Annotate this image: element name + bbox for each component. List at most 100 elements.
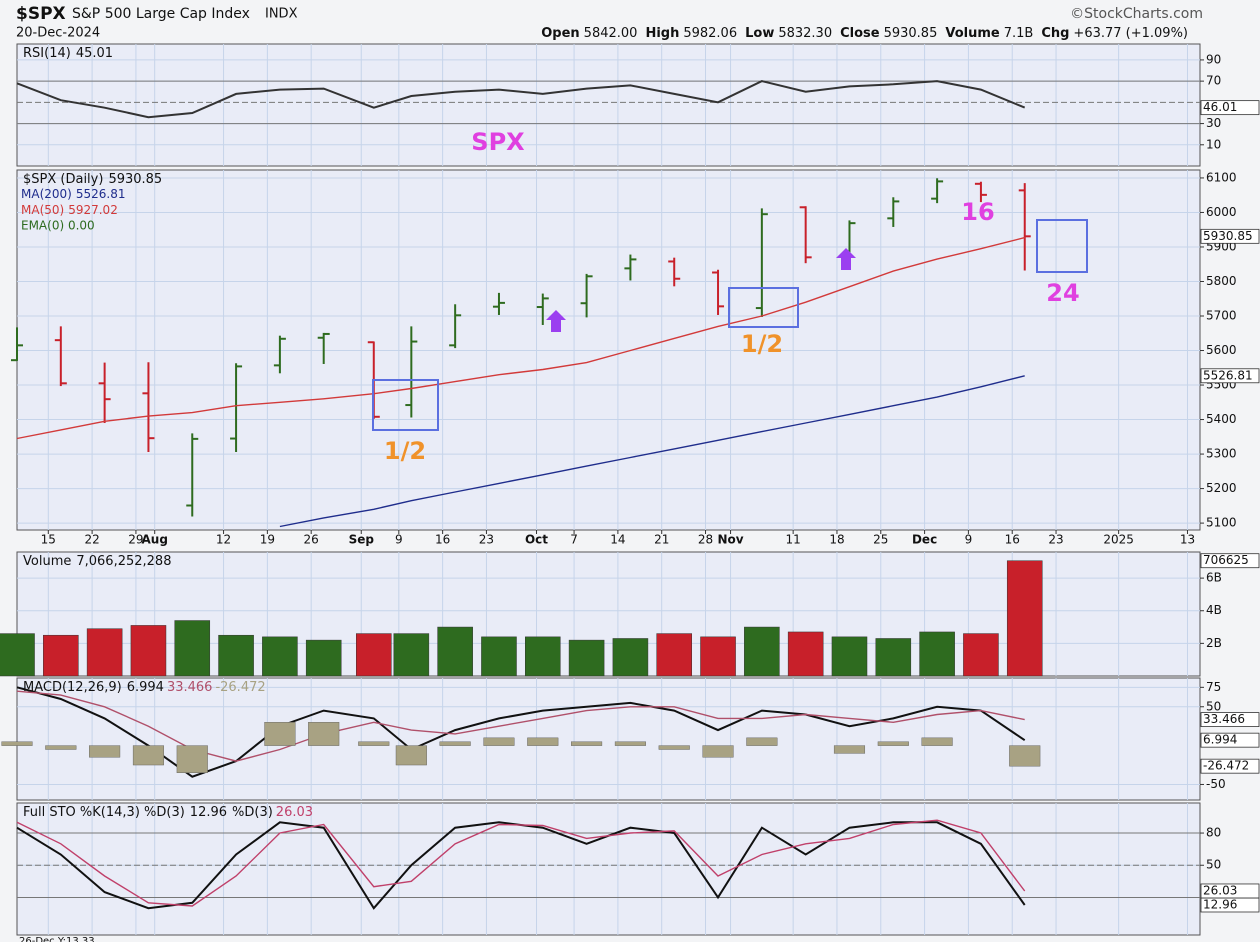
legend-entry: MA(50) 5927.02 bbox=[21, 203, 118, 217]
histogram-bar bbox=[877, 741, 909, 746]
date: 20-Dec-2024 bbox=[16, 26, 100, 41]
x-tick-label: 18 bbox=[829, 533, 844, 547]
last-value-box bbox=[1200, 100, 1260, 116]
panel-title: Volume 7,066,252,288 bbox=[23, 554, 171, 569]
x-tick-label: 23 bbox=[1048, 533, 1063, 547]
symbol: $SPX bbox=[16, 4, 66, 24]
histogram-bar bbox=[132, 745, 164, 766]
legend-name: MA(50) bbox=[21, 203, 64, 217]
series-line bbox=[16, 819, 1026, 907]
y-tick-label: 70 bbox=[1206, 74, 1221, 88]
legend-entry: EMA(0) 0.00 bbox=[21, 219, 95, 233]
panel-title: MACD(12,26,9) 6.994 33.466 -26.472 bbox=[23, 680, 266, 695]
last-value-label: 26.03 bbox=[1203, 883, 1237, 897]
quote-value: 5982.06 bbox=[683, 26, 737, 41]
x-tick-label: Aug bbox=[141, 533, 167, 547]
annotation: SPX bbox=[471, 128, 525, 156]
title-text: $SPX (Daily) bbox=[23, 172, 103, 187]
volume-bar bbox=[481, 636, 517, 677]
x-tick-label: Nov bbox=[718, 533, 744, 547]
volume-bar bbox=[86, 628, 123, 677]
brand: ©StockCharts.com bbox=[1070, 6, 1203, 22]
x-tick-label: 16 bbox=[1005, 533, 1020, 547]
x-tick-label: 16 bbox=[435, 533, 450, 547]
last-value-label: 12.96 bbox=[1203, 897, 1237, 911]
volume-bar bbox=[174, 620, 211, 677]
y-tick-label: 2B bbox=[1206, 636, 1222, 650]
quote-label: High bbox=[645, 26, 679, 41]
panel-title: $SPX (Daily) 5930.85 bbox=[23, 172, 162, 187]
x-tick-label: 21 bbox=[654, 533, 669, 547]
panel-frame bbox=[16, 43, 1201, 167]
y-tick-label: 80 bbox=[1206, 826, 1221, 840]
legend-value: 6.994 bbox=[127, 680, 164, 695]
title-text: MACD(12,26,9) bbox=[23, 680, 122, 695]
histogram-bar bbox=[264, 722, 296, 746]
quote-label: Volume bbox=[945, 26, 1000, 41]
quote-value: +63.77 (+1.09%) bbox=[1073, 26, 1188, 41]
panel-frame bbox=[16, 551, 1201, 677]
y-tick-label: 5200 bbox=[1206, 481, 1237, 495]
histogram-bar bbox=[658, 745, 690, 750]
volume-bar bbox=[525, 636, 561, 677]
legend-value: -26.472 bbox=[215, 680, 265, 695]
panel-frame bbox=[16, 802, 1201, 936]
annotation: 16 bbox=[961, 198, 994, 226]
quote-value: 7.1B bbox=[1004, 26, 1034, 41]
series-line bbox=[16, 80, 1026, 119]
volume-bar bbox=[700, 636, 736, 677]
legend-value: 26.03 bbox=[276, 805, 313, 820]
x-tick-label: 7 bbox=[570, 533, 578, 547]
quote-label: Close bbox=[840, 26, 880, 41]
volume-bar bbox=[130, 625, 167, 677]
legend-name: MA(200) bbox=[21, 187, 72, 201]
last-value-box bbox=[1200, 712, 1260, 727]
volume-bar bbox=[919, 631, 955, 677]
histogram-bar bbox=[308, 722, 340, 746]
annotation: 1/2 bbox=[741, 330, 783, 358]
volume-bar bbox=[568, 639, 605, 677]
x-tick-label: 12 bbox=[216, 533, 231, 547]
highlight-box bbox=[728, 287, 799, 328]
x-tick-label: 13 bbox=[1180, 533, 1195, 547]
quote-label: Low bbox=[745, 26, 774, 41]
x-tick-label: 28 bbox=[698, 533, 713, 547]
volume-bar bbox=[875, 638, 912, 677]
histogram-bar bbox=[439, 741, 471, 746]
x-tick-label: 14 bbox=[610, 533, 625, 547]
y-tick-label: 50 bbox=[1206, 858, 1221, 872]
last-value-label: 706625 bbox=[1203, 553, 1249, 567]
panel-title: Full STO %K(14,3) %D(3) 12.96 %D(3) 26.03 bbox=[23, 805, 313, 820]
x-tick-label: 29 bbox=[128, 533, 143, 547]
last-value-box bbox=[1200, 732, 1260, 748]
last-value-label: 46.01 bbox=[1203, 100, 1237, 114]
y-tick-label: 90 bbox=[1206, 52, 1221, 66]
y-tick-label: 5300 bbox=[1206, 447, 1237, 461]
x-tick-label: 23 bbox=[479, 533, 494, 547]
histogram-bar bbox=[1, 741, 33, 746]
series-line bbox=[16, 236, 1025, 440]
y-tick-label: -50 bbox=[1206, 777, 1226, 791]
quote-value: 5832.30 bbox=[778, 26, 832, 41]
last-value-box bbox=[1200, 883, 1260, 899]
volume-bar bbox=[43, 634, 79, 677]
y-tick-label: 5600 bbox=[1206, 343, 1237, 357]
histogram-bar bbox=[176, 745, 208, 774]
last-value-label: -26.472 bbox=[1203, 759, 1249, 773]
quote: Open 5842.00 High 5982.06 Low 5832.30 Close 593… bbox=[541, 26, 1188, 41]
arrow bbox=[836, 248, 856, 270]
highlight-box bbox=[372, 379, 439, 431]
last-value-box bbox=[1200, 758, 1260, 774]
histogram-bar bbox=[358, 741, 390, 746]
volume-bar bbox=[437, 626, 473, 677]
last-value-label: 33.466 bbox=[1203, 712, 1245, 726]
legend-value: 5927.02 bbox=[68, 203, 118, 217]
x-tick-label: 9 bbox=[395, 533, 403, 547]
y-tick-label: 6000 bbox=[1206, 205, 1237, 219]
x-tick-label: Oct bbox=[525, 533, 548, 547]
y-tick-label: 5700 bbox=[1206, 309, 1237, 323]
y-tick-label: 5800 bbox=[1206, 274, 1237, 288]
highlight-box bbox=[1036, 219, 1088, 273]
index-name: S&P 500 Large Cap Index bbox=[72, 6, 250, 22]
series-line bbox=[279, 375, 1025, 528]
